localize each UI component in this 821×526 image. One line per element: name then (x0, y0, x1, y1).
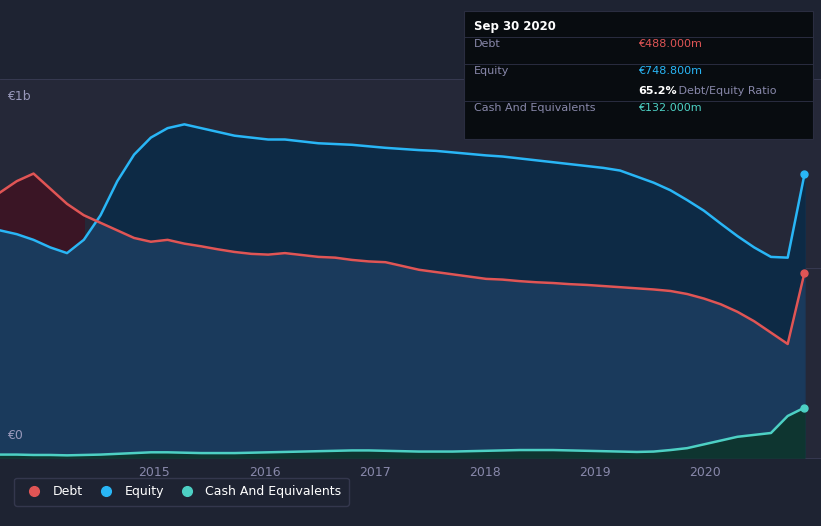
Text: Equity: Equity (474, 66, 509, 76)
Text: €0: €0 (7, 429, 22, 442)
Text: 65.2%: 65.2% (639, 86, 677, 96)
Text: Debt/Equity Ratio: Debt/Equity Ratio (676, 86, 777, 96)
Text: €1b: €1b (7, 90, 30, 103)
Text: Cash And Equivalents: Cash And Equivalents (474, 103, 595, 113)
Text: Debt: Debt (474, 39, 501, 49)
Legend: Debt, Equity, Cash And Equivalents: Debt, Equity, Cash And Equivalents (15, 478, 349, 506)
Text: €488.000m: €488.000m (639, 39, 702, 49)
Text: €132.000m: €132.000m (639, 103, 702, 113)
Text: Sep 30 2020: Sep 30 2020 (474, 20, 556, 33)
Text: €748.800m: €748.800m (639, 66, 702, 76)
